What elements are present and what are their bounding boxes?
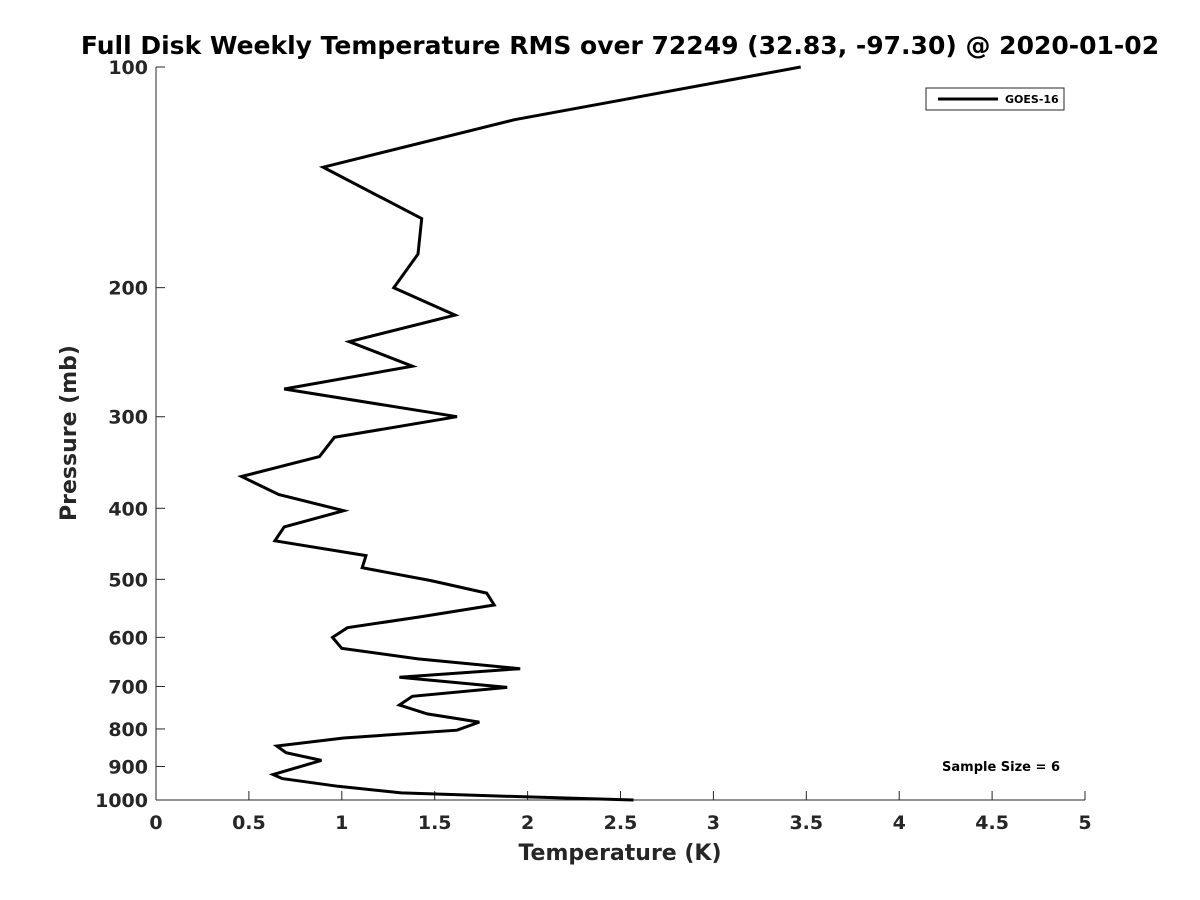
series-line-goes-16 <box>237 65 801 802</box>
y-tick-label: 400 <box>108 498 148 520</box>
sample-size-annotation: Sample Size = 6 <box>942 760 1060 775</box>
y-tick-label: 1000 <box>95 790 148 812</box>
y-tick-label: 900 <box>108 756 148 778</box>
x-tick-label: 4 <box>893 812 906 834</box>
x-tick-label: 1 <box>335 812 348 834</box>
y-ticks: 100 200 300 400 500 600 700 800 900 1000 <box>95 57 165 812</box>
y-tick-label: 600 <box>108 627 148 649</box>
y-tick-label: 100 <box>108 57 148 79</box>
x-axis-label: Temperature (K) <box>518 841 721 866</box>
y-tick-label: 500 <box>108 569 148 591</box>
x-tick-label: 5 <box>1078 812 1091 834</box>
x-ticks: 0 0.5 1 1.5 2 2.5 3 3.5 4 4.5 5 <box>149 791 1092 834</box>
x-tick-label: 0 <box>149 812 162 834</box>
y-tick-label: 300 <box>108 407 148 429</box>
x-tick-label: 3.5 <box>789 812 823 834</box>
y-axis-label: Pressure (mb) <box>57 345 82 521</box>
x-tick-label: 1.5 <box>418 812 452 834</box>
x-tick-label: 3 <box>707 812 720 834</box>
y-tick-label: 800 <box>108 719 148 741</box>
x-tick-label: 2 <box>521 812 534 834</box>
series-group <box>237 65 801 802</box>
legend-label-goes-16: GOES-16 <box>1005 93 1059 106</box>
x-tick-label: 0.5 <box>232 812 266 834</box>
chart-title: Full Disk Weekly Temperature RMS over 72… <box>81 31 1159 60</box>
y-tick-label: 700 <box>108 676 148 698</box>
x-tick-label: 4.5 <box>975 812 1009 834</box>
y-tick-label: 200 <box>108 278 148 300</box>
legend: GOES-16 <box>925 87 1065 111</box>
axes <box>155 67 1085 801</box>
x-tick-label: 2.5 <box>604 812 638 834</box>
